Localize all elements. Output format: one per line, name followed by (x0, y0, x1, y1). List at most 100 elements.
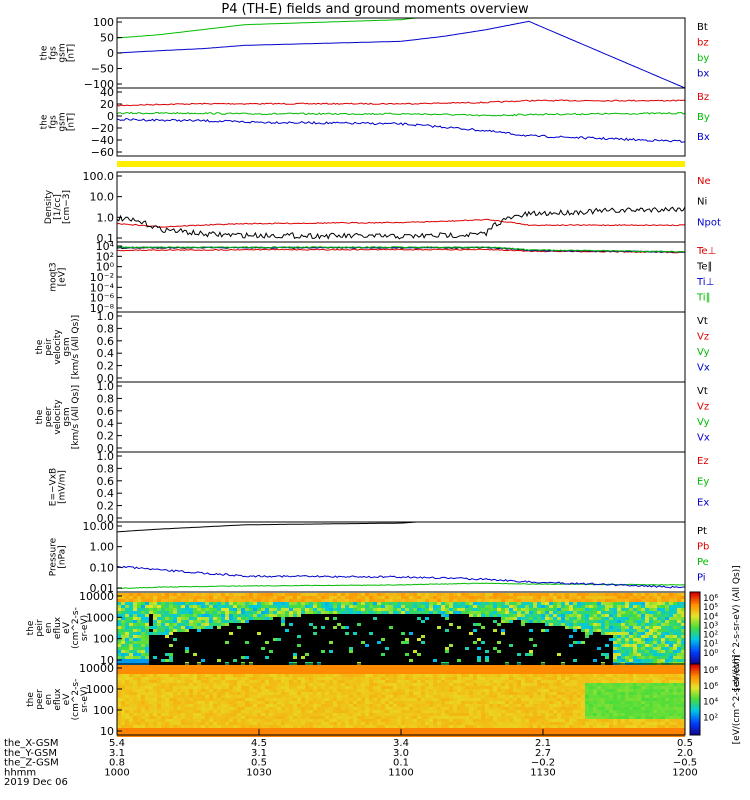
colorbar-cell (690, 630, 700, 634)
y-tick-label: 100.0 (83, 170, 115, 183)
y-tick-label: 10.00 (83, 520, 115, 533)
y-tick-label: 10⁻⁸ (90, 302, 115, 315)
y-tick-label: 1000 (86, 611, 114, 624)
colorbar-cell (690, 664, 700, 667)
colorbar-cell (690, 616, 700, 619)
x-tick-label: 5.4 (109, 738, 125, 749)
colorbar-cell (690, 623, 700, 627)
colorbar-cell (690, 697, 700, 700)
y-axis-label: moqt3 (49, 262, 59, 291)
y-axis-label: the (40, 114, 50, 129)
colorbar (690, 664, 700, 736)
x-tick-label: 1000 (104, 767, 129, 778)
panel-frame (116, 17, 686, 89)
x-tick-label: 0.5 (251, 758, 267, 769)
y-axis-label: [nT] (67, 44, 77, 62)
y-axis-label: (cm^2-s- (71, 607, 81, 649)
colorbar-cell (690, 732, 700, 736)
colorbar-cell (690, 711, 700, 715)
colorbar-cell (690, 678, 700, 682)
y-tick-label: 10⁴ (96, 240, 115, 253)
legend-entry: Bx (697, 132, 710, 143)
series-By-line (116, 111, 686, 117)
y-tick-label: 10.0 (90, 191, 115, 204)
y-tick-label: 10⁰ (96, 261, 115, 274)
series-Pi-line (116, 565, 685, 589)
y-tick-label: 0.0 (97, 442, 115, 455)
x-tick-label: 3.0 (393, 748, 409, 759)
y-tick-label: 1.0 (97, 450, 115, 463)
panel-frame (116, 451, 686, 523)
y-tick-label: 10⁻² (90, 271, 114, 284)
y-tick-label: 40 (100, 86, 114, 99)
panel-frame (116, 381, 686, 453)
x-tick-label: 1130 (530, 767, 555, 778)
y-axis-label: [km/s (All Qs)] (71, 315, 81, 379)
colorbar-cell (690, 592, 700, 595)
x-tick-label: −0.5 (673, 758, 697, 769)
legend-entry: Vt (697, 386, 708, 397)
colorbar-cell (690, 642, 700, 646)
y-tick-label: −50 (91, 63, 114, 76)
colorbar-cell (690, 694, 700, 698)
y-tick-label: −40 (91, 134, 114, 147)
y-tick-label: 10² (96, 250, 114, 263)
colorbar-cell (690, 599, 700, 603)
colorbar-tick-label: 10⁵ (703, 603, 718, 613)
colorbar-cell (690, 628, 700, 631)
colorbar-label: [eV/(cm^2-s-sr-eV)] (732, 655, 742, 745)
panel-frame (116, 311, 686, 383)
series-Bx-line (116, 117, 686, 143)
colorbar-cell (690, 618, 700, 622)
colorbar-cell (690, 649, 700, 653)
y-tick-label: 0.6 (97, 335, 115, 348)
colorbar-tick-label: 10³ (703, 621, 718, 631)
y-tick-label: 20 (100, 98, 114, 111)
colorbar-cell (690, 701, 700, 705)
colorbar-cell (690, 661, 700, 665)
x-row-label: the_Y-GSM (4, 748, 57, 759)
y-tick-label: −60 (91, 146, 114, 159)
y-axis-label: eflux (53, 616, 63, 639)
y-tick-label: 10000 (79, 590, 114, 603)
y-tick-label: 0.4 (97, 347, 115, 360)
colorbar-cell (690, 706, 700, 710)
y-axis-label: eV (62, 621, 72, 634)
series-bx-line (116, 20, 686, 89)
colorbar-cell (690, 675, 700, 679)
colorbar-cell (690, 668, 700, 672)
y-axis-label: gsm (62, 407, 72, 426)
x-tick-label: 1100 (388, 767, 413, 778)
electron-energy-spectrogram (117, 665, 685, 737)
y-tick-label: 50 (100, 32, 114, 45)
colorbar-tick-label: 10¹ (703, 640, 718, 650)
y-tick-label: 0.8 (97, 322, 115, 335)
colorbar-cell (690, 620, 700, 624)
legend-entry: Ni (697, 197, 707, 208)
colorbar-cell (690, 601, 700, 605)
colorbar-cell (690, 680, 700, 684)
y-tick-label: 100 (93, 633, 114, 646)
y-axis-label: the (26, 620, 36, 635)
y-axis-label: en (44, 622, 54, 633)
y-axis-label: the (26, 692, 36, 707)
colorbar-cell (690, 640, 700, 643)
legend-entry: Pi (697, 573, 706, 584)
colorbar-tick-label: 10⁸ (703, 666, 718, 676)
x-tick-label: 1030 (246, 767, 271, 778)
colorbar-cell (690, 673, 700, 677)
colorbar-cell (690, 625, 700, 629)
legend-entry: Ti∥ (696, 293, 711, 304)
colorbar-cell (690, 596, 700, 600)
colorbar-tick-label: 10⁶ (703, 594, 718, 604)
x-tick-label: 0.5 (677, 738, 693, 749)
legend-entry: Pb (697, 542, 709, 553)
quality-flag-bar (117, 161, 685, 167)
colorbar-cell (690, 656, 700, 660)
colorbar-cell (690, 725, 700, 729)
series-Ne-line (116, 218, 686, 228)
x-row-label: the_Z-GSM (4, 758, 59, 769)
colorbar-cell (690, 654, 700, 658)
legend-entry: Ex (697, 497, 709, 508)
y-axis-label: [nPa] (58, 545, 68, 568)
